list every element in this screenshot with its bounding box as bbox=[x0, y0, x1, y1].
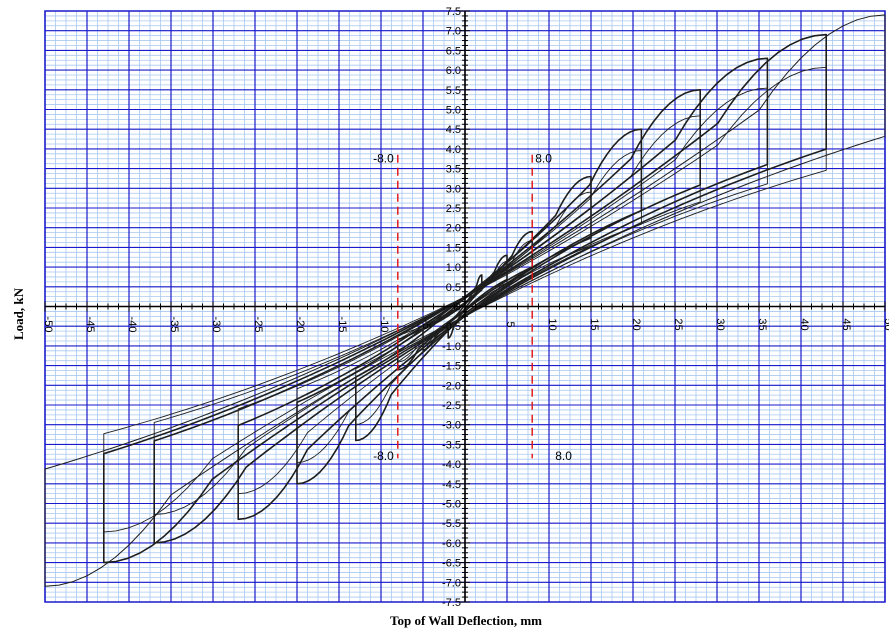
y-tick-label: 2.5 bbox=[446, 203, 461, 215]
y-tick-label: 5.5 bbox=[446, 85, 461, 97]
y-tick-label: -3.0 bbox=[442, 420, 461, 432]
x-tick-label: -40 bbox=[126, 317, 138, 333]
hysteresis-curves bbox=[44, 14, 886, 587]
hysteresis-loop bbox=[44, 14, 886, 587]
y-tick-label: 0 bbox=[455, 302, 461, 314]
y-tick-label: -2.0 bbox=[442, 380, 461, 392]
y-tick-label: 6.0 bbox=[446, 65, 461, 77]
x-tick-label: -25 bbox=[252, 317, 264, 333]
hysteresis-repeat-loop bbox=[153, 87, 768, 515]
x-axis-title: Top of Wall Deflection, mm bbox=[390, 613, 542, 628]
y-tick-label: -7.5 bbox=[442, 597, 461, 609]
y-tick-label: 3.5 bbox=[446, 164, 461, 176]
x-tick-label: -35 bbox=[168, 317, 180, 333]
deflection-markers: -8.0 -8.0 8.0 8.0 bbox=[373, 152, 572, 463]
y-tick-label: -7.0 bbox=[442, 577, 461, 589]
y-tick-label: 4.5 bbox=[446, 124, 461, 136]
y-tick-label: -4.5 bbox=[442, 479, 461, 491]
y-tick-label: 7.5 bbox=[446, 6, 461, 18]
x-tick-label: 10 bbox=[546, 318, 558, 330]
x-tick-label: 25 bbox=[672, 318, 684, 330]
y-tick-label: -5.0 bbox=[442, 499, 461, 511]
hysteresis-repeat-loop bbox=[237, 115, 701, 495]
y-tick-label: -1.5 bbox=[442, 361, 461, 373]
x-tick-label: -30 bbox=[210, 317, 222, 333]
y-tick-label: 3.0 bbox=[446, 183, 461, 195]
y-axis-title: Load, kN bbox=[11, 287, 26, 340]
marker-label-top: -8.0 bbox=[373, 152, 394, 166]
x-tick-label: -15 bbox=[336, 317, 348, 333]
marker-label-top: 8.0 bbox=[535, 152, 552, 166]
x-tick-label: 35 bbox=[756, 318, 768, 330]
y-tick-label: 0.5 bbox=[446, 282, 461, 294]
x-tick-label: 30 bbox=[714, 318, 726, 330]
x-tick-label: -10 bbox=[378, 317, 390, 333]
hysteresis-repeat-loop bbox=[103, 66, 827, 533]
y-tick-label: 1.5 bbox=[446, 242, 461, 254]
y-tick-label: 4.0 bbox=[446, 144, 461, 156]
y-tick-label: -6.5 bbox=[442, 558, 461, 570]
y-tick-label: -1.0 bbox=[442, 341, 461, 353]
y-tick-label: -5.5 bbox=[442, 518, 461, 530]
y-tick-label: 2.0 bbox=[446, 223, 461, 235]
x-tick-label: -45 bbox=[84, 317, 96, 333]
x-tick-label: 50 bbox=[882, 318, 889, 330]
x-tick-label: 20 bbox=[630, 318, 642, 330]
x-tick-label: 5 bbox=[504, 321, 516, 327]
y-tick-label: -2.5 bbox=[442, 400, 461, 412]
y-tick-label: 5.0 bbox=[446, 105, 461, 117]
y-tick-label: 7.0 bbox=[446, 26, 461, 38]
x-tick-label: 45 bbox=[840, 318, 852, 330]
y-tick-label: -4.0 bbox=[442, 459, 461, 471]
x-tick-label: 40 bbox=[798, 318, 810, 330]
y-tick-label: -6.0 bbox=[442, 538, 461, 550]
y-tick-label: -0.5 bbox=[442, 321, 461, 333]
tick-labels: -50 -45 -40 -35 -30 -25 -20 -15 -10 -5 5 10 15 20 25 30… bbox=[42, 6, 889, 609]
axes bbox=[44, 10, 886, 603]
x-tick-label: -20 bbox=[294, 317, 306, 333]
marker-label-bottom: -8.0 bbox=[373, 449, 394, 463]
x-tick-label: 15 bbox=[588, 318, 600, 330]
y-tick-label: 6.5 bbox=[446, 45, 461, 57]
y-tick-label: 1.0 bbox=[446, 262, 461, 274]
x-tick-label: -50 bbox=[42, 317, 54, 333]
x-tick-label: -5 bbox=[420, 320, 432, 330]
marker-label-bottom: 8.0 bbox=[555, 449, 572, 463]
y-tick-label: -3.5 bbox=[442, 439, 461, 451]
